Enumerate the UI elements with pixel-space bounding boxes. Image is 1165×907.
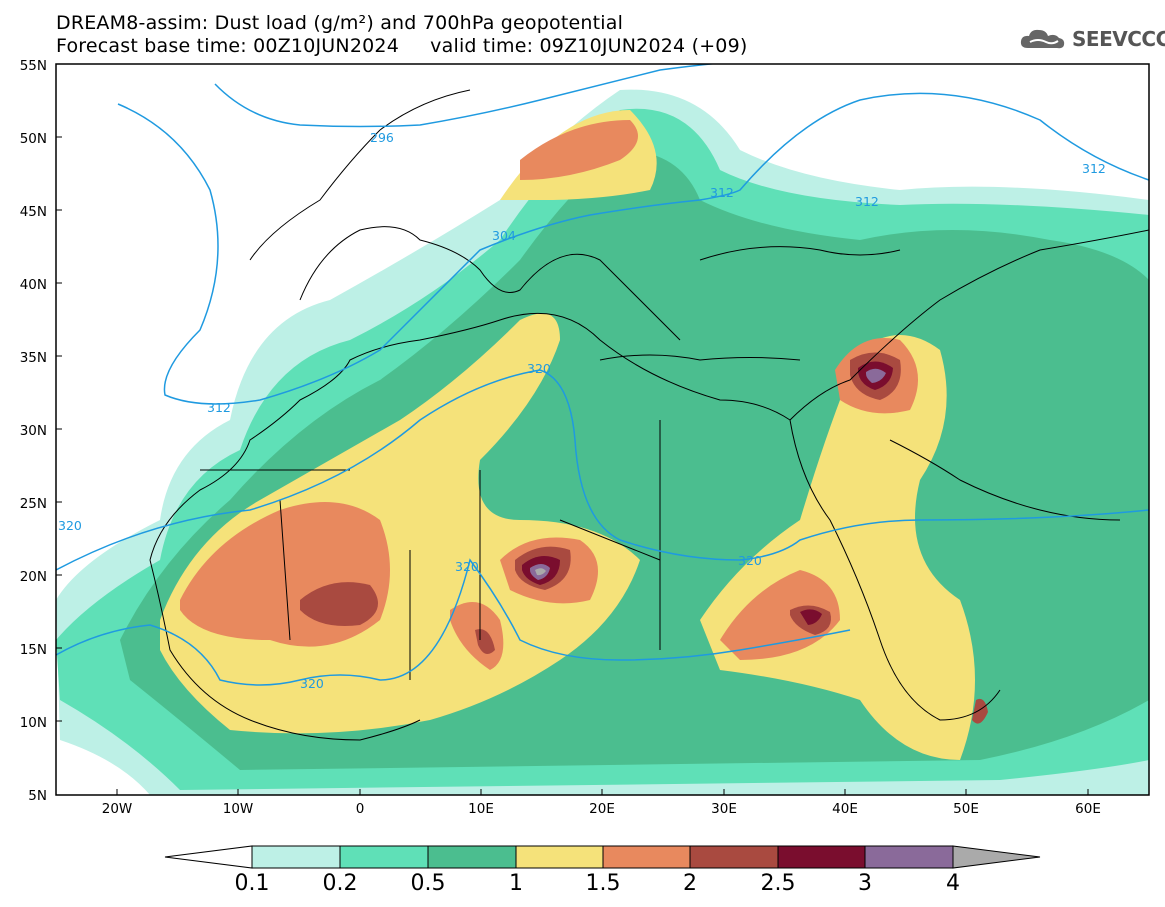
lon-label: 20E	[589, 801, 615, 817]
lat-label: 30N	[20, 423, 47, 439]
colorbar-swatch	[251, 845, 341, 869]
lon-label: 10W	[223, 801, 254, 817]
map-title-line2: Forecast base time: 00Z10JUN2024 valid t…	[56, 35, 748, 57]
lat-label: 5N	[28, 788, 47, 804]
lon-label: 50E	[953, 801, 979, 817]
lat-label: 45N	[20, 204, 47, 220]
cloud-icon	[1020, 29, 1065, 49]
lat-label: 50N	[20, 131, 47, 147]
colorbar-swatch	[339, 845, 429, 869]
lat-label: 20N	[20, 569, 47, 585]
colorbar-swatch	[427, 845, 517, 869]
colorbar-label: 2	[683, 871, 697, 896]
contour-label: 312	[855, 194, 879, 209]
contour-label: 296	[370, 130, 394, 145]
colorbar-label: 2.5	[760, 871, 796, 896]
colorbar-label: 1	[509, 871, 523, 896]
colorbar-label: 3	[858, 871, 872, 896]
geopotential-contours	[56, 64, 1149, 686]
lat-label: 35N	[20, 350, 47, 366]
contour-label: 312	[710, 185, 734, 200]
contour-label: 320	[300, 676, 324, 691]
logo-text: SEEVCCC	[1072, 27, 1165, 51]
colorbar	[164, 845, 1041, 869]
map-title-line1: DREAM8-assim: Dust load (g/m²) and 700hP…	[56, 12, 624, 34]
contour-label: 320	[455, 559, 479, 574]
colorbar-label: 0.2	[322, 871, 358, 896]
contour-label: 312	[207, 400, 231, 415]
lon-label: 40E	[832, 801, 858, 817]
lon-axis: 20W 10W 0 10E 20E 30E 40E 50E 60E	[102, 801, 1101, 817]
lon-label: 30E	[711, 801, 737, 817]
contour-labels: 296 304 312 312 312 320 320 320 320 320 …	[58, 130, 1106, 691]
colorbar-label: 0.5	[410, 871, 446, 896]
contour-label: 304	[492, 228, 516, 243]
lon-label: 20W	[102, 801, 133, 817]
colorbar-swatch	[777, 845, 866, 869]
lat-label: 55N	[20, 58, 47, 74]
lat-label: 40N	[20, 277, 47, 293]
colorbar-swatch	[689, 845, 779, 869]
contour-label: 320	[58, 518, 82, 533]
colorbar-label: 0.1	[234, 871, 270, 896]
dust-field	[56, 89, 1149, 795]
lon-label: 60E	[1075, 801, 1101, 817]
contour-label: 320	[738, 553, 762, 568]
lon-label: 0	[356, 801, 365, 817]
colorbar-swatch	[515, 845, 604, 869]
contour-label: 320	[527, 361, 551, 376]
colorbar-label: 1.5	[585, 871, 621, 896]
contour-label-extra: 312	[1082, 161, 1106, 176]
colorbar-swatch	[602, 845, 691, 869]
colorbar-label: 4	[946, 871, 960, 896]
lat-label: 25N	[20, 496, 47, 512]
seevccc-logo: SEEVCCC	[1018, 26, 1165, 52]
colorbar-high-arrow	[952, 845, 1041, 869]
lon-label: 10E	[468, 801, 494, 817]
lat-axis: 55N 50N 45N 40N 35N 30N 25N 20N 15N 10N …	[20, 58, 47, 804]
lat-label: 15N	[20, 642, 47, 658]
colorbar-low-arrow	[164, 845, 253, 869]
colorbar-swatch	[864, 845, 954, 869]
lat-label: 10N	[20, 715, 47, 731]
coastlines	[149, 89, 1149, 741]
